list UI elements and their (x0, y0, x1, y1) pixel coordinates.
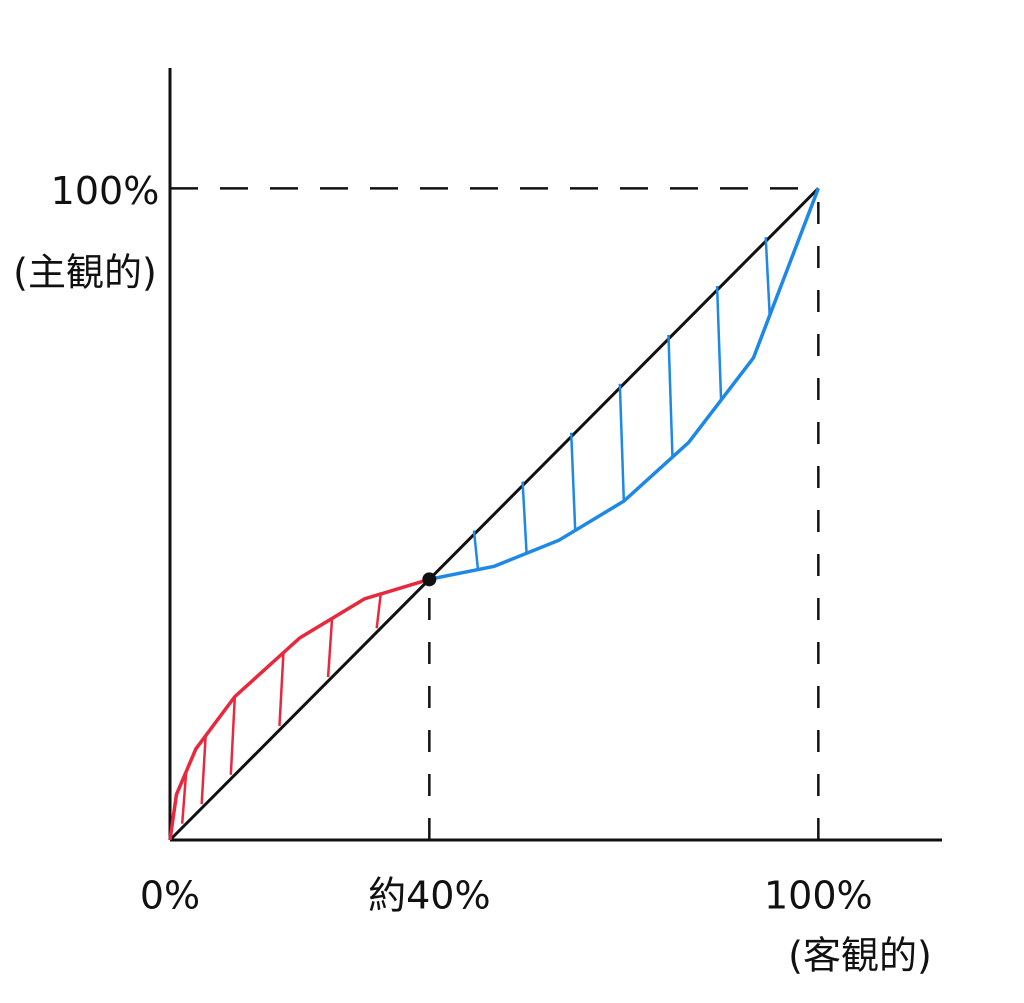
hatch-line (326, 618, 334, 678)
line (428, 187, 820, 582)
hatch-line (229, 696, 237, 775)
hatch-line (667, 334, 674, 458)
hatch-line (180, 771, 188, 824)
x-tick-label: 0% (140, 874, 200, 918)
hatch-line (764, 237, 771, 316)
hatch-line (715, 286, 723, 401)
hatch-line (569, 432, 577, 531)
hatch-line (472, 530, 480, 570)
line (168, 577, 430, 841)
line (168, 187, 820, 842)
hatch-line (375, 593, 382, 629)
y-tick-label: 100% (51, 169, 160, 213)
hatch-line (618, 383, 626, 502)
hatch-line (278, 652, 285, 727)
x-tick-label: 約40% (368, 874, 490, 918)
hatch-line (521, 481, 528, 554)
x-axis-label: (客観的) (788, 934, 932, 978)
y-axis-label: (主観的) (13, 251, 157, 295)
x-tick-label: 100% (764, 874, 873, 918)
crossing-point (422, 572, 437, 587)
hatch-line (200, 735, 207, 805)
